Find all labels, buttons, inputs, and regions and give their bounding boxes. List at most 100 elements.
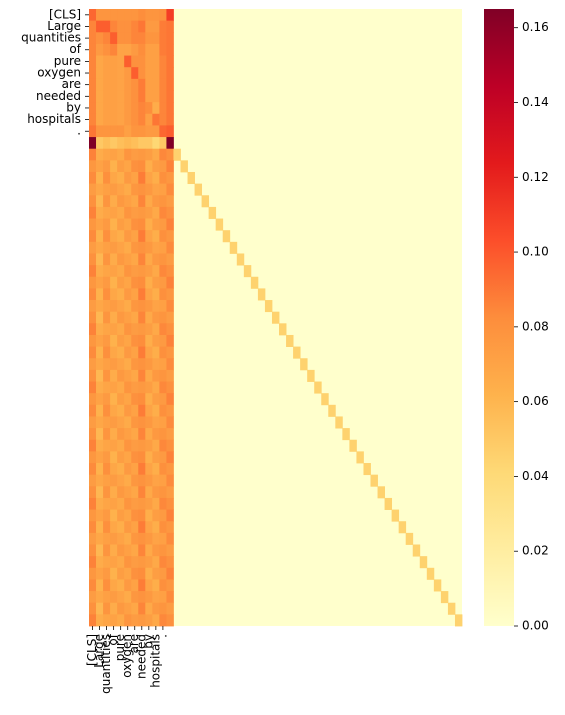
heatmap-cell <box>96 567 104 580</box>
y-tick-label: quantities <box>21 31 81 45</box>
heatmap-cell <box>152 556 160 569</box>
heatmap-cell <box>159 20 167 33</box>
heatmap-cell <box>96 148 104 161</box>
heatmap-cell <box>166 55 174 68</box>
heatmap-cell <box>131 171 139 185</box>
heatmap-cell <box>152 78 160 91</box>
heatmap-cell <box>152 195 160 208</box>
heatmap-cell <box>159 171 167 185</box>
heatmap-cell <box>103 428 111 441</box>
heatmap-cell <box>166 32 174 45</box>
heatmap-cell <box>166 497 174 510</box>
heatmap-cell <box>96 591 104 604</box>
heatmap-cell <box>152 113 160 126</box>
heatmap-cell <box>110 67 118 80</box>
heatmap-cell <box>103 381 111 394</box>
heatmap-cell <box>166 463 174 476</box>
heatmap-cell <box>426 567 435 580</box>
heatmap-cell <box>152 218 160 231</box>
heatmap-cell <box>152 265 160 278</box>
heatmap-cell <box>159 241 167 254</box>
heatmap-cell <box>145 544 153 557</box>
heatmap-cell <box>110 428 118 441</box>
heatmap-cell <box>166 393 174 406</box>
heatmap-cell <box>159 300 167 313</box>
heatmap-cell <box>145 334 153 347</box>
heatmap-cell <box>110 544 118 557</box>
heatmap-cell <box>131 521 139 534</box>
heatmap-cell <box>124 334 132 347</box>
heatmap-cell <box>145 346 153 359</box>
heatmap-cell <box>124 393 132 406</box>
heatmap-cell <box>405 532 414 545</box>
heatmap-cell <box>419 556 428 569</box>
heatmap-cell <box>117 288 125 301</box>
x-tick-label: hospitals <box>148 634 162 688</box>
heatmap-cell <box>152 602 160 615</box>
heatmap-cell <box>159 311 167 324</box>
heatmap-cell <box>166 218 174 231</box>
heatmap-cell <box>194 183 203 196</box>
heatmap-cell <box>166 521 174 534</box>
heatmap-cell <box>89 125 97 138</box>
heatmap-cell <box>173 148 181 161</box>
heatmap-cell <box>110 579 118 592</box>
heatmap-cell <box>117 241 125 254</box>
heatmap-cell <box>117 404 125 417</box>
heatmap-cell <box>110 497 118 510</box>
heatmap-cell <box>166 614 174 627</box>
heatmap-cell <box>96 404 104 417</box>
heatmap-cell <box>117 509 125 522</box>
heatmap-cell <box>124 195 132 208</box>
heatmap-cell <box>131 265 139 278</box>
heatmap-cell <box>159 509 167 522</box>
heatmap-cell <box>131 137 139 150</box>
heatmap-cell <box>152 544 160 557</box>
heatmap-cell <box>124 369 132 382</box>
heatmap-cell <box>131 556 139 569</box>
heatmap-cell <box>96 486 104 499</box>
heatmap-cell <box>159 567 167 580</box>
heatmap-cell <box>110 369 118 382</box>
heatmap-cell <box>166 148 174 161</box>
heatmap-cell <box>117 218 125 231</box>
heatmap-cell <box>377 486 385 499</box>
heatmap-cell <box>138 521 146 534</box>
heatmap-cell <box>117 43 125 56</box>
heatmap-cell <box>145 591 153 604</box>
heatmap-cell <box>166 369 174 382</box>
heatmap-cell <box>166 67 174 80</box>
heatmap-cell <box>159 404 167 417</box>
heatmap-cell <box>110 556 118 569</box>
heatmap-cell <box>131 567 139 580</box>
heatmap-cell <box>96 183 104 196</box>
heatmap-cell <box>96 288 104 301</box>
heatmap-cell <box>96 67 104 80</box>
heatmap-cell <box>96 265 104 278</box>
heatmap-cell <box>145 463 153 476</box>
colorbar-gradient <box>484 9 514 626</box>
heatmap-cell <box>131 416 139 429</box>
heatmap-cell <box>152 206 160 219</box>
heatmap-cell <box>145 113 153 126</box>
heatmap-cell <box>363 463 371 476</box>
heatmap-cell <box>103 311 111 324</box>
heatmap-cell <box>89 428 97 441</box>
heatmap-cell <box>103 300 111 313</box>
heatmap-cell <box>342 428 350 441</box>
heatmap-cell <box>89 497 97 510</box>
colorbar-tick-label: 0.08 <box>522 319 549 333</box>
heatmap-cell <box>103 521 111 534</box>
heatmap-cell <box>138 171 146 185</box>
heatmap-cell <box>96 544 104 557</box>
heatmap-cell <box>103 160 111 173</box>
y-tick-label: pure <box>54 54 81 68</box>
heatmap-cell <box>370 474 378 487</box>
heatmap-cell <box>131 544 139 557</box>
heatmap-cell <box>124 323 132 336</box>
heatmap-cell <box>152 346 160 359</box>
heatmap-cell <box>96 206 104 219</box>
heatmap-cell <box>117 614 125 627</box>
heatmap-cell <box>131 183 139 196</box>
heatmap-cell <box>166 358 174 371</box>
